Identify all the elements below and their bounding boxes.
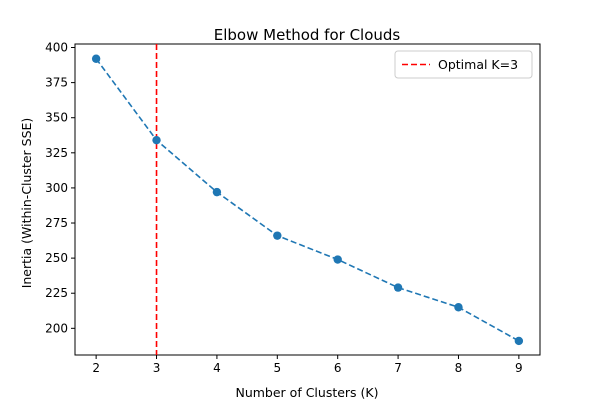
- x-axis-label: Number of Clusters (K): [235, 385, 378, 400]
- data-point: [454, 303, 463, 312]
- axes-frame: [74, 43, 541, 356]
- legend-label: Optimal K=3: [438, 57, 518, 72]
- x-tick-label: 9: [515, 361, 523, 375]
- y-tick-label: 200: [45, 321, 68, 335]
- x-tick-label: 2: [92, 361, 100, 375]
- plot-area: 2 3 4 5 6 7 8 9 200 225 250 275 300 325 350 375 400 Optim…: [45, 41, 541, 375]
- data-point: [333, 255, 342, 264]
- y-tick-label: 250: [45, 251, 68, 265]
- x-tick-label: 3: [153, 361, 161, 375]
- x-tick-label: 8: [455, 361, 463, 375]
- chart-title: Elbow Method for Clouds: [214, 26, 401, 44]
- x-tick-label: 6: [334, 361, 342, 375]
- data-point: [514, 336, 524, 346]
- data-point: [212, 187, 222, 197]
- data-point: [91, 54, 101, 63]
- y-tick-label: 325: [45, 146, 68, 160]
- data-point: [273, 231, 282, 240]
- x-tick-label: 5: [273, 361, 281, 375]
- data-point: [393, 283, 403, 292]
- y-tick-label: 350: [45, 111, 68, 125]
- x-tick-label: 4: [213, 361, 221, 375]
- x-tick-label: 7: [394, 361, 402, 375]
- data-point: [152, 135, 161, 145]
- y-tick-label: 375: [45, 76, 68, 90]
- y-tick-label: 225: [45, 286, 68, 300]
- y-tick-label: 400: [45, 41, 68, 55]
- legend-box: [394, 50, 533, 79]
- y-tick-label: 300: [45, 181, 68, 195]
- y-axis-label: Inertia (Within-Cluster SSE): [19, 118, 34, 289]
- y-tick-label: 275: [45, 216, 68, 230]
